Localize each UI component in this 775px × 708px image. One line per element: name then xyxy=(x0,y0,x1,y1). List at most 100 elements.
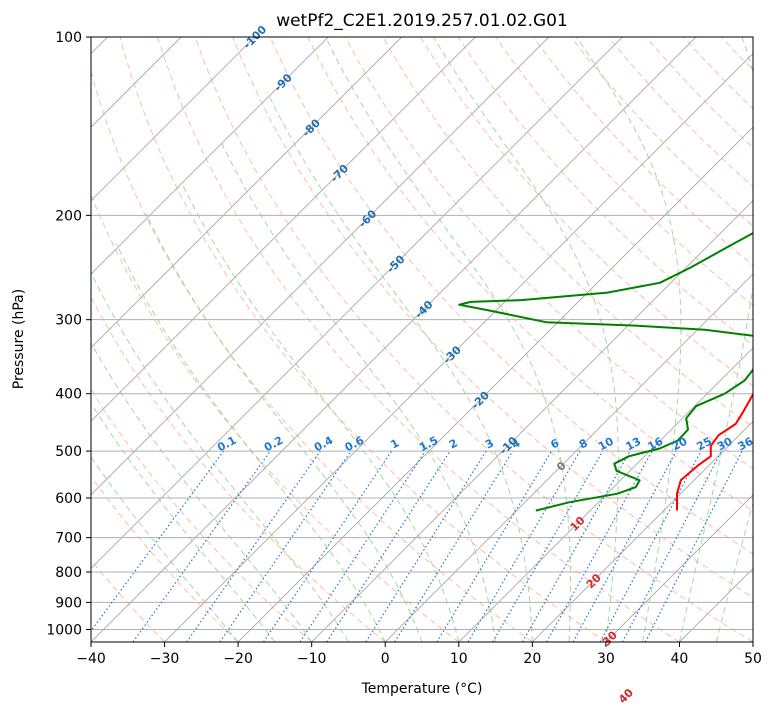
moist-adiabat-11 xyxy=(576,37,682,642)
mixing-ratio-line-17 xyxy=(644,450,743,642)
mixing-ratio-line-6 xyxy=(326,450,451,642)
isotherm-line-7 xyxy=(91,37,329,275)
mixing-ratio-label-4: 1 xyxy=(388,436,401,451)
isotherm-line-13 xyxy=(164,52,753,642)
dry-adiabat-3 xyxy=(91,296,386,642)
moist-adiabat-9 xyxy=(325,37,571,642)
x-tick-label-4: 0 xyxy=(381,651,390,667)
mixing-ratio-line-12 xyxy=(521,450,631,642)
mixing-ratio-label-9: 6 xyxy=(548,436,561,451)
x-tick-label-9: 50 xyxy=(744,651,762,667)
y-tick-label-0: 100 xyxy=(55,30,82,46)
x-tick-label-8: 40 xyxy=(671,651,689,667)
x-tick-label-5: 10 xyxy=(450,651,468,667)
dry-adiabat-16 xyxy=(495,37,753,306)
mixing-ratio-lines xyxy=(91,450,743,642)
moist-adiabat-7 xyxy=(221,142,497,642)
mixing-ratio-line-2 xyxy=(186,450,321,642)
isotherm-line-18 xyxy=(531,420,753,642)
mixing-ratio-label-14: 20 xyxy=(670,435,690,454)
y-tick-label-7: 800 xyxy=(55,565,82,581)
pressure-gridlines xyxy=(91,37,753,630)
isotherm-line-17 xyxy=(458,347,753,642)
y-tick-label-6: 700 xyxy=(55,531,82,547)
dry-adiabat-19 xyxy=(608,37,753,188)
dry-adiabat-8 xyxy=(194,37,753,642)
dry-adiabat-18 xyxy=(570,37,753,227)
mixing-ratio-label-15: 25 xyxy=(694,435,714,454)
dry-adiabat-2 xyxy=(91,388,313,642)
dry-adiabat-20 xyxy=(645,37,753,149)
moist-adiabat-13 xyxy=(715,501,753,642)
isotherm-line-9 xyxy=(91,37,476,423)
mixing-ratio-label-6: 2 xyxy=(447,436,460,451)
x-tick-label-7: 30 xyxy=(597,651,615,667)
mixing-ratio-line-11 xyxy=(492,450,604,642)
moist-adiabat-10 xyxy=(433,37,619,642)
dry-adiabat-5 xyxy=(91,69,533,642)
mixing-ratio-line-8 xyxy=(394,450,514,642)
isotherm-line-16 xyxy=(384,273,753,642)
dry-adiabat-12 xyxy=(345,37,753,470)
isotherm-line-19 xyxy=(605,494,753,642)
moist-adiabat-12 xyxy=(678,37,753,642)
moist-adiabat-6 xyxy=(181,182,460,642)
isotherm-line-20 xyxy=(679,567,753,642)
isotherm-line-15 xyxy=(311,199,753,642)
x-tick-label-2: −20 xyxy=(223,651,253,667)
moist-adiabat-14 xyxy=(752,640,753,642)
dry-adiabat-13 xyxy=(382,37,753,428)
y-tick-label-8: 900 xyxy=(55,595,82,611)
mixing-ratio-line-3 xyxy=(219,450,352,642)
x-axis-ticks: −40 −30 −20 −10 0 10 20 30 40 50 xyxy=(76,642,762,667)
y-tick-label-3: 400 xyxy=(55,387,82,403)
moist-adiabat-0 xyxy=(91,456,239,642)
mixing-ratio-line-10 xyxy=(467,450,581,642)
sounding-profiles xyxy=(458,231,753,512)
mixing-ratio-label-13: 16 xyxy=(646,435,666,454)
mixing-ratio-line-4 xyxy=(263,450,393,642)
mixing-ratio-line-7 xyxy=(365,450,487,642)
mixing-ratio-label-16: 30 xyxy=(715,435,735,454)
mixing-ratio-line-9 xyxy=(436,450,552,642)
mixing-ratio-line-14 xyxy=(572,450,677,642)
y-axis-label: Pressure (hPa) xyxy=(11,289,27,389)
mixing-ratio-line-13 xyxy=(546,450,653,642)
isotherm-line-8 xyxy=(91,37,403,349)
isotherm-line-6 xyxy=(91,37,256,202)
dry-adiabat-17 xyxy=(532,37,753,266)
temperature-profile xyxy=(676,392,753,511)
isotherm-lines xyxy=(91,37,753,642)
moist-adiabat-5 xyxy=(145,213,423,642)
mixing-ratio-line-1 xyxy=(132,450,271,642)
dry-adiabat-7 xyxy=(157,37,680,642)
y-tick-label-9: 1000 xyxy=(46,622,82,638)
y-tick-label-1: 200 xyxy=(55,208,82,224)
isotherm-line-21 xyxy=(752,641,753,642)
isotherm-line-12 xyxy=(91,37,697,642)
moist-adiabat-8 xyxy=(266,92,533,642)
x-tick-label-1: −30 xyxy=(150,651,180,667)
dry-adiabat-22 xyxy=(720,37,753,71)
dry-adiabat-6 xyxy=(119,37,607,642)
x-tick-label-3: −10 xyxy=(297,651,327,667)
dry-adiabat-14 xyxy=(420,37,753,387)
moist-adiabats xyxy=(91,37,753,642)
x-axis-label: Temperature (°C) xyxy=(361,681,483,697)
dry-adiabat-1 xyxy=(91,475,239,642)
plot-frame xyxy=(90,36,754,643)
x-tick-label-6: 20 xyxy=(523,651,541,667)
y-axis-ticks: 100 200 300 400 500 600 700 800 900 1000 xyxy=(46,30,91,638)
moist-adiabat-3 xyxy=(91,271,349,642)
dry-adiabat-15 xyxy=(457,37,753,347)
chart-title: wetPf2_C2E1.2019.257.01.02.G01 xyxy=(276,11,568,31)
moist-adiabat-4 xyxy=(115,243,386,642)
y-tick-label-2: 300 xyxy=(55,313,82,329)
dry-adiabats xyxy=(91,37,753,642)
y-tick-label-4: 500 xyxy=(55,444,82,460)
isotherm-label-14: 40 xyxy=(616,686,636,706)
plot-area xyxy=(91,37,753,642)
mixing-ratio-label-11: 10 xyxy=(596,435,616,454)
isotherm-line-10 xyxy=(91,37,550,496)
